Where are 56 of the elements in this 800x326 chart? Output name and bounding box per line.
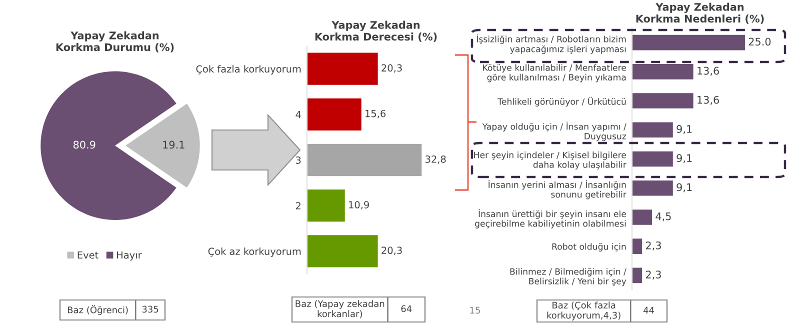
y-tick-label: Çok az korkuyorum <box>208 248 301 257</box>
bar <box>632 180 674 196</box>
data-label: 20,3 <box>382 246 402 256</box>
data-label: 25.0 <box>748 38 771 46</box>
y-tick-label: Her şeyin içindeler / Kişisel bilgilere daha kolay ulaşılabilir <box>474 152 626 170</box>
y-tick-label: 3 <box>296 156 301 164</box>
data-label: 32,8 <box>426 155 446 164</box>
y-tick-label: 2 <box>296 202 300 210</box>
data-label: 2,3 <box>646 241 661 250</box>
bar <box>307 188 346 222</box>
bar <box>632 267 643 284</box>
bar <box>632 238 643 255</box>
chart-title: Yapay Zekadan Korkma Nedenleri (%) <box>636 2 764 24</box>
y-tick-label: İnsanın ürettiği bir şeyin insanı ele geçirebilme kabiliyetinin olabilmesi <box>474 209 626 228</box>
data-label: 20,3 <box>382 64 402 73</box>
y-tick-label: İnsanın yerini alması / İnsanlığın sonunu getirebilir <box>488 180 626 200</box>
text: 15 <box>470 306 480 314</box>
data-label: 4,5 <box>656 212 671 222</box>
data-label: 13,6 <box>698 96 719 105</box>
text: 64 <box>401 305 412 312</box>
y-tick-label: Robot olduğu için <box>552 242 626 252</box>
data-label: 10,9 <box>349 201 369 210</box>
bar <box>632 150 674 168</box>
text: 335 <box>142 306 158 313</box>
data-label: 2,3 <box>646 270 661 280</box>
bar <box>307 98 362 132</box>
text: Baz (Yapay zekadan korkanlar) <box>296 300 384 318</box>
bar <box>632 208 653 226</box>
y-tick-label: 4 <box>296 111 301 118</box>
chart-title: Yapay Zekadan Korkma Durumu (%) <box>56 31 174 52</box>
legend-label: Hayır <box>117 251 142 261</box>
data-label: 19.1 <box>163 140 184 149</box>
y-tick-label: Kötüye kullanılabilir / Menfaatlere göre kullanılması / Beyin yıkama <box>483 64 626 82</box>
text: Baz (Çok fazla korkuyorum,4,3) <box>547 302 620 320</box>
chart-title: Yapay Zekadan Korkma Derecesi (%) <box>315 20 437 42</box>
data-label: 9,1 <box>676 183 692 192</box>
bar <box>307 234 379 268</box>
text: Baz (Öğrenci) <box>68 304 128 316</box>
y-tick-label: Çok fazla korkuyorum <box>196 65 301 75</box>
data-label: 15,6 <box>366 110 386 118</box>
bar <box>632 63 694 80</box>
bar <box>632 122 674 138</box>
legend-label: Evet <box>78 251 98 259</box>
y-tick-label: İşsizliğin artması / Robotların bizim yapacağımız işleri yapması <box>476 34 626 54</box>
data-label: 9,1 <box>676 125 692 134</box>
bar <box>632 34 746 51</box>
data-label: 13,6 <box>698 66 719 76</box>
bar <box>632 92 694 110</box>
data-label: 80.9 <box>73 140 96 149</box>
data-label: 9,1 <box>676 154 692 164</box>
y-tick-label: Bilinmez / Bilmediğim için / Belirsizlik / Yeni bir şey <box>510 268 626 286</box>
y-tick-label: Yapay olduğu için / İnsan yapımı / Duygusuz <box>482 122 626 142</box>
text: 44 <box>644 306 654 314</box>
bar <box>307 143 422 177</box>
bar <box>307 52 379 86</box>
y-tick-label: Tehlikeli görünüyor / Ürkütücü <box>498 96 626 106</box>
